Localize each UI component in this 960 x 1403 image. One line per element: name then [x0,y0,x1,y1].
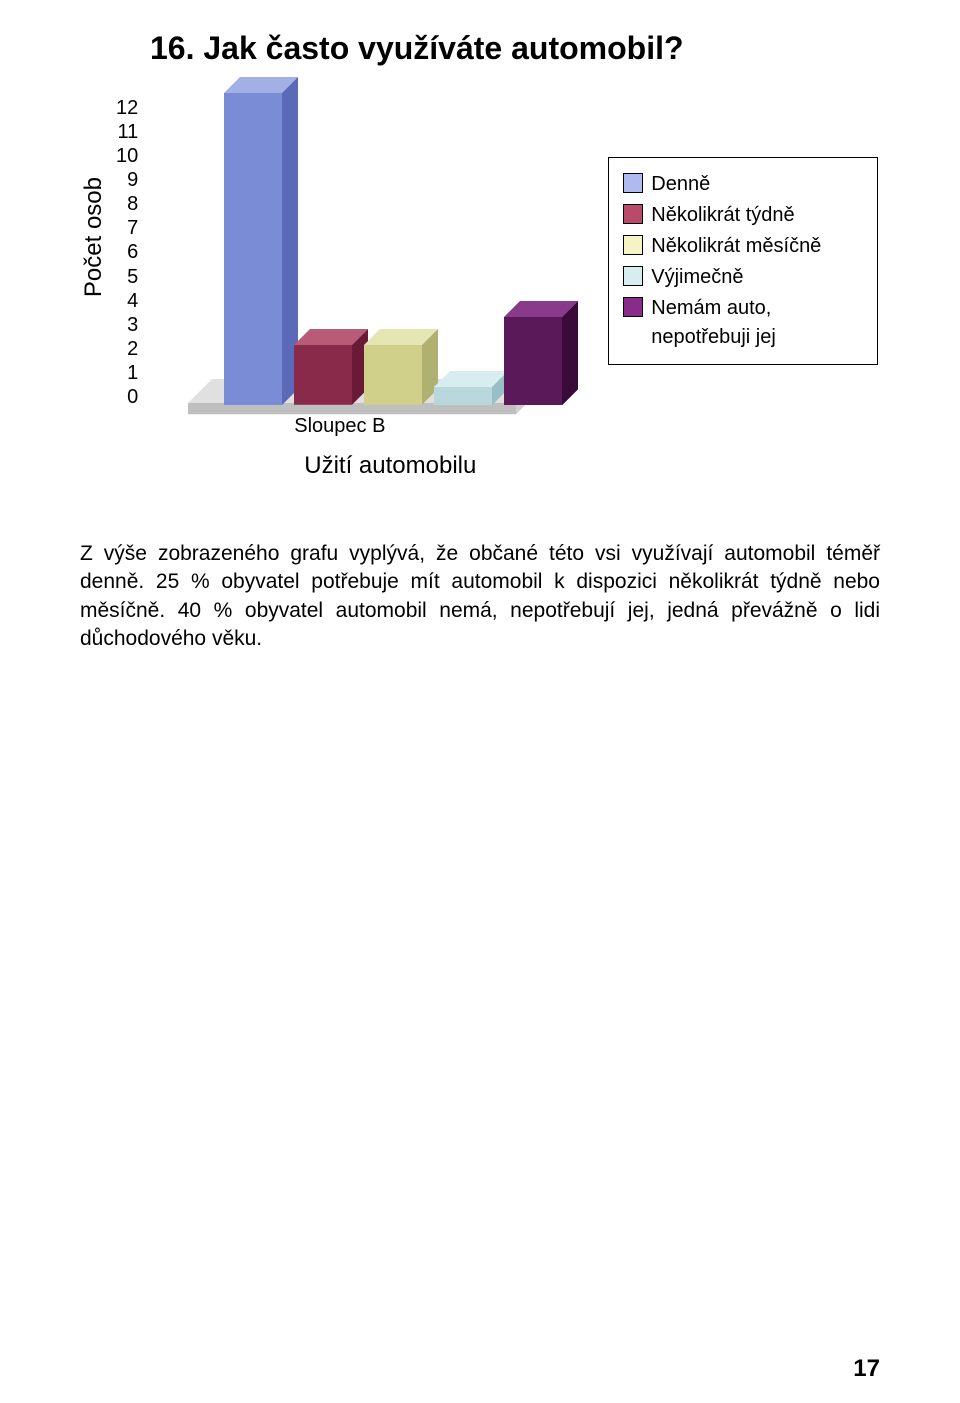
legend-item: Několikrát měsíčně [623,232,863,261]
chart-row: Počet osob 1211109876543210 Sloupec B Už… [80,97,880,480]
legend-swatch [623,297,643,317]
chart-area: Počet osob 1211109876543210 Sloupec B Už… [80,97,584,480]
y-axis-label: Počet osob [80,177,108,297]
chart-subtitle: Užití automobilu [304,452,584,480]
legend-label: Nemám auto, nepotřebuji jej [651,294,863,352]
legend-swatch [623,266,643,286]
chart-legend: DenněNěkolikrát týdněNěkolikrát měsíčněV… [608,157,878,365]
chart-bar [504,301,578,405]
chart-bar [294,329,368,405]
y-tick: 8 [116,193,138,216]
body-paragraph: Z výše zobrazeného grafu vyplývá, že obč… [80,540,880,653]
y-axis-ticks: 1211109876543210 [116,97,138,409]
legend-swatch [623,173,643,193]
y-tick: 9 [116,169,138,192]
legend-item: Několikrát týdně [623,201,863,230]
chart-bar [364,329,438,405]
y-tick: 3 [116,314,138,337]
y-tick: 4 [116,290,138,313]
legend-item: Výjimečně [623,263,863,292]
legend-swatch [623,204,643,224]
legend-label: Výjimečně [651,263,743,292]
y-tick: 1 [116,362,138,385]
chart-bar [434,371,508,405]
legend-item: Nemám auto, nepotřebuji jej [623,294,863,352]
y-tick: 5 [116,266,138,289]
legend-label: Denně [651,170,710,199]
y-tick: 10 [116,145,138,168]
y-tick: 11 [116,121,138,144]
y-tick: 12 [116,97,138,120]
y-tick: 0 [116,386,138,409]
page-title: 16. Jak často využíváte automobil? [150,30,880,67]
legend-item: Denně [623,170,863,199]
y-tick: 7 [116,217,138,240]
chart-bar [224,77,298,405]
chart-plot [144,97,584,409]
y-tick: 2 [116,338,138,361]
y-tick: 6 [116,241,138,264]
page-number: 17 [853,1355,880,1383]
legend-swatch [623,235,643,255]
legend-label: Několikrát měsíčně [651,232,821,261]
legend-label: Několikrát týdně [651,201,794,230]
